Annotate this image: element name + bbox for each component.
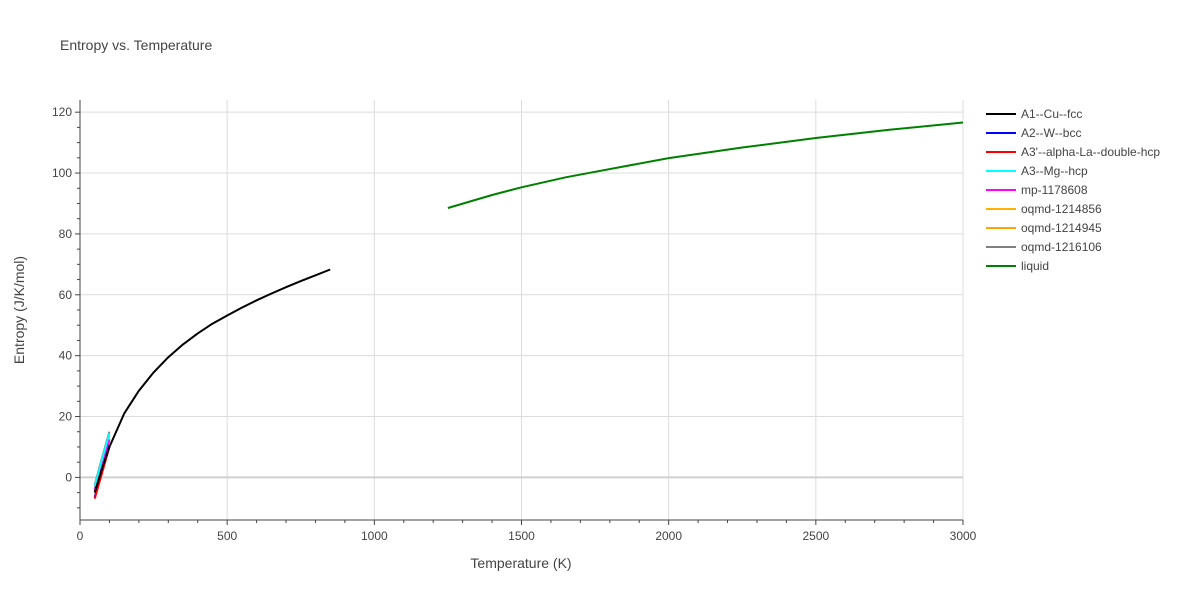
x-tick-label: 1500 [508, 529, 535, 543]
legend-item[interactable]: oqmd-1214856 [986, 202, 1102, 216]
y-tick-label: 80 [59, 227, 73, 241]
y-tick-label: 60 [59, 288, 73, 302]
legend-label: A3'--alpha-La--double-hcp [1021, 145, 1160, 159]
legend-item[interactable]: oqmd-1214945 [986, 221, 1102, 235]
legend-item[interactable]: oqmd-1216106 [986, 240, 1102, 254]
y-axis-title: Entropy (J/K/mol) [11, 256, 27, 364]
x-tick-label: 500 [217, 529, 237, 543]
chart-title: Entropy vs. Temperature [60, 37, 212, 53]
y-axis-ticks: 0 20 40 60 80 100 120 [52, 105, 80, 509]
series-line-a3-mg-hcp [93, 433, 111, 487]
y-tick-label: 20 [59, 410, 73, 424]
legend-label: oqmd-1214856 [1021, 202, 1102, 216]
legend-label: A1--Cu--fcc [1021, 107, 1082, 121]
legend-label: A3--Mg--hcp [1021, 164, 1088, 178]
x-tick-label: 0 [77, 529, 84, 543]
legend-item[interactable]: liquid [986, 259, 1049, 273]
legend-label: oqmd-1214945 [1021, 221, 1102, 235]
legend-item[interactable]: A3'--alpha-La--double-hcp [986, 145, 1160, 159]
legend-item[interactable]: A1--Cu--fcc [986, 107, 1082, 121]
legend-label: mp-1178608 [1021, 183, 1088, 197]
x-tick-label: 2500 [802, 529, 829, 543]
y-tick-label: 120 [52, 105, 72, 119]
y-tick-label: 0 [65, 470, 72, 484]
legend-item[interactable]: mp-1178608 [986, 183, 1088, 197]
x-tick-label: 2000 [655, 529, 682, 543]
x-tick-label: 1000 [361, 529, 388, 543]
legend-label: A2--W--bcc [1021, 126, 1081, 140]
legend-label: liquid [1021, 259, 1049, 273]
legend[interactable]: A1--Cu--fcc A2--W--bcc A3'--alpha-La--doub… [986, 107, 1160, 273]
x-axis-ticks: 0 500 1000 1500 2000 2500 3000 [77, 520, 977, 543]
legend-item[interactable]: A2--W--bcc [986, 126, 1081, 140]
series-layer [93, 121, 964, 499]
x-axis-title: Temperature (K) [470, 555, 571, 571]
y-tick-label: 100 [52, 166, 72, 180]
series-line-a1-cu-fcc [93, 268, 331, 493]
grid [79, 100, 964, 521]
series-line-liquid [447, 121, 964, 209]
legend-item[interactable]: A3--Mg--hcp [986, 164, 1088, 178]
legend-label: oqmd-1216106 [1021, 240, 1102, 254]
y-tick-label: 40 [59, 349, 73, 363]
x-tick-label: 3000 [950, 529, 977, 543]
